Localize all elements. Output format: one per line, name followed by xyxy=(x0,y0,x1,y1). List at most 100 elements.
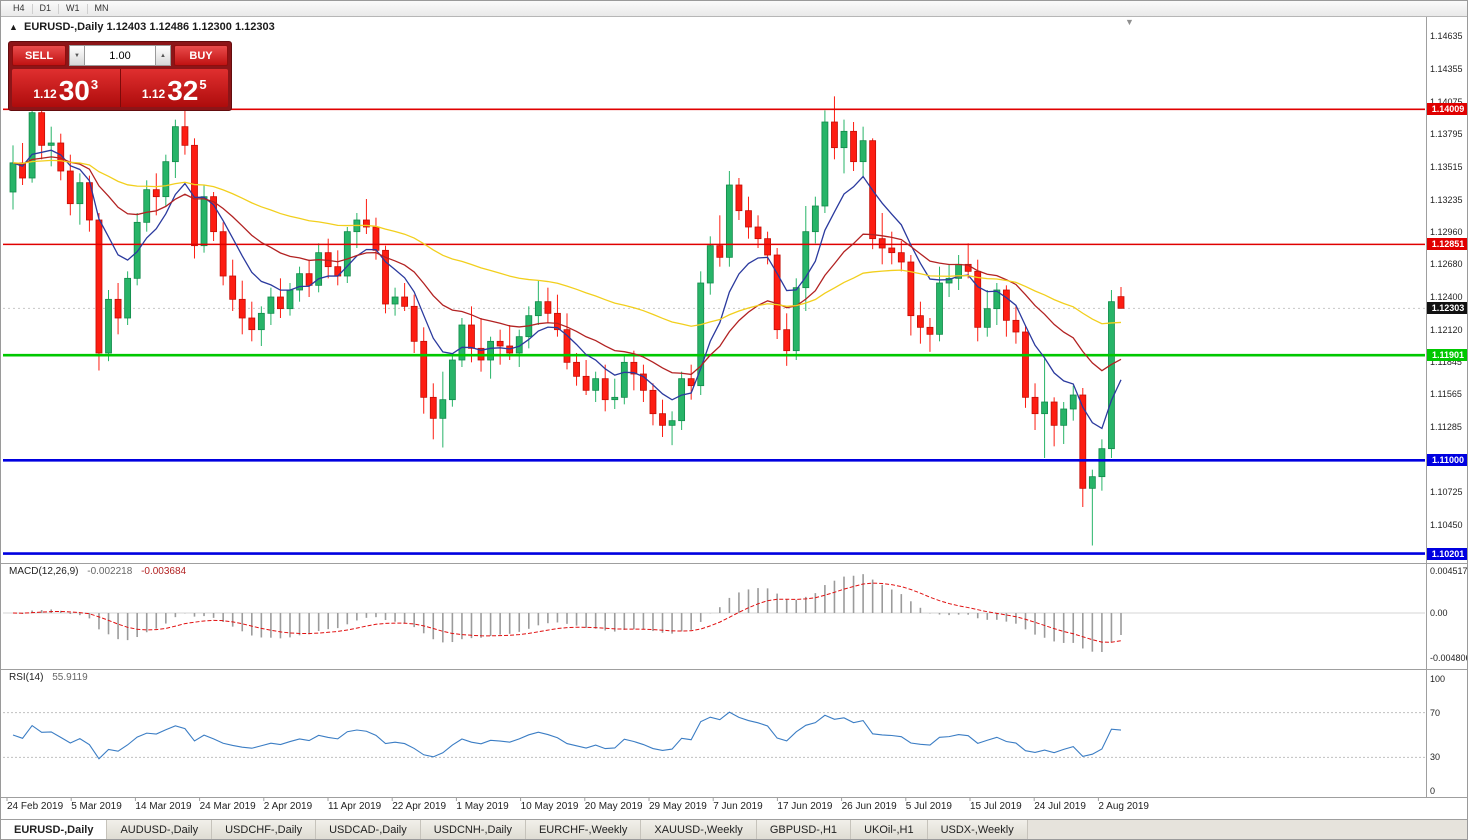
chart-tab[interactable]: USDX-,Weekly xyxy=(927,820,1028,839)
sell-price-main: 30 xyxy=(58,75,90,106)
rsi-axis-label: 70 xyxy=(1430,707,1441,718)
time-axis-label: 24 Jul 2019 xyxy=(1034,801,1086,812)
chart-tab[interactable]: EURCHF-,Weekly xyxy=(525,820,642,839)
price-tag: 1.12851 xyxy=(1427,238,1467,251)
price-tick: 1.12120 xyxy=(1430,324,1463,335)
chart-tab-bar: EURUSD-,Daily AUDUSD-,Daily USDCHF-,Daily U… xyxy=(1,819,1467,839)
volume-decrease-icon[interactable]: ▼ xyxy=(69,45,85,66)
price-tick: 1.12400 xyxy=(1430,292,1463,302)
macd-axis-label: 0.004517 xyxy=(1430,565,1468,576)
time-axis-label: 15 Jul 2019 xyxy=(970,801,1022,812)
chart-tab[interactable]: UKOil-,H1 xyxy=(851,820,928,839)
price-tick: 1.12680 xyxy=(1430,259,1463,270)
price-axis[interactable]: 1.14635 1.14355 1.14075 1.13795 1.13515 1.132… xyxy=(1427,1,1468,819)
timeframe-button-d1[interactable]: D1 xyxy=(39,3,52,13)
macd-main-value: -0.002218 xyxy=(87,566,133,577)
chart-tab[interactable]: USDCAD-,Daily xyxy=(316,820,421,839)
timeframe-button-h4[interactable]: H4 xyxy=(13,3,25,13)
price-tag: 1.10201 xyxy=(1427,547,1467,560)
price-tick: 1.11845 xyxy=(1430,356,1462,367)
chart-ohlc-values: 1.12403 1.12486 1.12300 1.12303 xyxy=(106,21,275,33)
toolbar-separator xyxy=(31,3,33,14)
price-tick: 1.11565 xyxy=(1430,389,1462,400)
price-axis-separator xyxy=(1426,17,1427,797)
time-axis-label: 14 Mar 2019 xyxy=(135,801,192,812)
collapse-panel-icon[interactable]: ▲ xyxy=(9,22,18,32)
toolbar-separator xyxy=(58,3,60,14)
buy-price-pip: 5 xyxy=(199,77,207,92)
time-axis-separator xyxy=(1,797,1467,798)
macd-axis-label: -0.004806 xyxy=(1430,652,1468,663)
time-axis-label: 2 Aug 2019 xyxy=(1098,801,1149,812)
time-axis-label: 7 Jun 2019 xyxy=(713,801,763,812)
time-axis-label: 5 Jul 2019 xyxy=(905,801,952,812)
macd-signal-value: -0.003684 xyxy=(141,566,187,577)
macd-name: MACD(12,26,9) xyxy=(9,566,79,577)
price-tick: 1.11285 xyxy=(1430,422,1462,433)
macd-axis-label: 0.00 xyxy=(1430,608,1448,618)
rsi-axis-label: 0 xyxy=(1430,786,1436,796)
time-axis-label: 29 May 2019 xyxy=(649,801,707,812)
timeframe-button-w1[interactable]: W1 xyxy=(66,3,80,13)
time-axis-label: 24 Mar 2019 xyxy=(199,801,256,812)
sell-price-pip: 3 xyxy=(90,77,99,92)
price-tick: 1.13515 xyxy=(1430,161,1463,172)
chart-tab[interactable]: GBPUSD-,H1 xyxy=(756,820,852,839)
time-axis-label: 10 May 2019 xyxy=(520,801,579,812)
chart-tab[interactable]: AUDUSD-,Daily xyxy=(107,820,213,839)
time-axis-label: 17 Jun 2019 xyxy=(777,801,833,812)
price-tick: 1.12960 xyxy=(1430,226,1463,237)
rsi-value: 55.9119 xyxy=(52,672,88,683)
chart-title: ▲ EURUSD-,Daily 1.12403 1.12486 1.12300 … xyxy=(9,21,275,33)
chart-tab[interactable]: USDCHF-,Daily xyxy=(212,820,317,839)
time-axis[interactable]: 24 Feb 2019 5 Mar 2019 14 Mar 2019 24 Mar 2… xyxy=(1,799,1426,817)
time-axis-label: 26 Jun 2019 xyxy=(841,801,897,812)
price-tag: 1.12303 xyxy=(1427,302,1467,315)
price-tick: 1.10450 xyxy=(1430,519,1463,530)
time-axis-label: 11 Apr 2019 xyxy=(328,801,382,812)
price-tag: 1.11901 xyxy=(1427,349,1467,362)
price-tag: 1.11000 xyxy=(1427,454,1467,467)
volume-input[interactable]: 1.00 xyxy=(85,45,155,66)
price-tick: 1.13795 xyxy=(1430,129,1463,140)
toolbar-separator xyxy=(86,3,88,14)
chart-shift-marker-icon[interactable]: ▼ xyxy=(1125,17,1134,27)
time-axis-label: 20 May 2019 xyxy=(584,801,643,812)
rsi-axis-label: 30 xyxy=(1430,752,1441,763)
rsi-name: RSI(14) xyxy=(9,672,44,683)
one-click-trade-panel: SELL ▼ 1.00 ▲ BUY 1.12 30 3 1.12 32 5 xyxy=(8,41,232,111)
price-tick: 1.14355 xyxy=(1430,63,1463,74)
macd-panel-separator[interactable] xyxy=(1,563,1467,564)
time-axis-label: 24 Feb 2019 xyxy=(7,801,64,812)
timeframe-button-mn[interactable]: MN xyxy=(94,3,109,13)
price-tick: 1.13235 xyxy=(1430,194,1463,205)
chart-tab[interactable]: EURUSD-,Daily xyxy=(1,820,108,839)
rsi-panel-separator[interactable] xyxy=(1,669,1467,670)
time-axis-label: 2 Apr 2019 xyxy=(263,801,313,812)
buy-button[interactable]: BUY xyxy=(174,45,228,66)
volume-increase-icon[interactable]: ▲ xyxy=(155,45,171,66)
price-tick: 1.10725 xyxy=(1430,487,1463,498)
chart-tab[interactable]: XAUUSD-,Weekly xyxy=(641,820,757,839)
chart-symbol-period: EURUSD-,Daily xyxy=(23,21,104,33)
volume-stepper: ▼ 1.00 ▲ xyxy=(69,45,171,66)
timeframe-toolbar: H4 D1 W1 MN xyxy=(1,1,1467,17)
time-axis-label: 1 May 2019 xyxy=(456,801,509,812)
buy-price-button[interactable]: 1.12 32 5 xyxy=(120,69,228,107)
macd-indicator-label: MACD(12,26,9) -0.002218 -0.003684 xyxy=(9,566,186,577)
time-axis-label: 22 Apr 2019 xyxy=(392,801,447,812)
price-tag: 1.14009 xyxy=(1427,103,1467,116)
time-axis-label: 5 Mar 2019 xyxy=(71,801,122,812)
chart-tab[interactable]: USDCNH-,Daily xyxy=(420,820,526,839)
sell-price-prefix: 1.12 xyxy=(33,87,57,101)
rsi-axis-label: 100 xyxy=(1430,674,1446,684)
sell-button[interactable]: SELL xyxy=(12,45,66,66)
price-tick: 1.14075 xyxy=(1430,96,1463,107)
price-tick: 1.14635 xyxy=(1430,31,1463,42)
buy-price-prefix: 1.12 xyxy=(141,87,166,101)
sell-price-button[interactable]: 1.12 30 3 xyxy=(12,69,121,107)
rsi-indicator-label: RSI(14) 55.9119 xyxy=(9,672,88,683)
buy-price-main: 32 xyxy=(167,75,199,106)
